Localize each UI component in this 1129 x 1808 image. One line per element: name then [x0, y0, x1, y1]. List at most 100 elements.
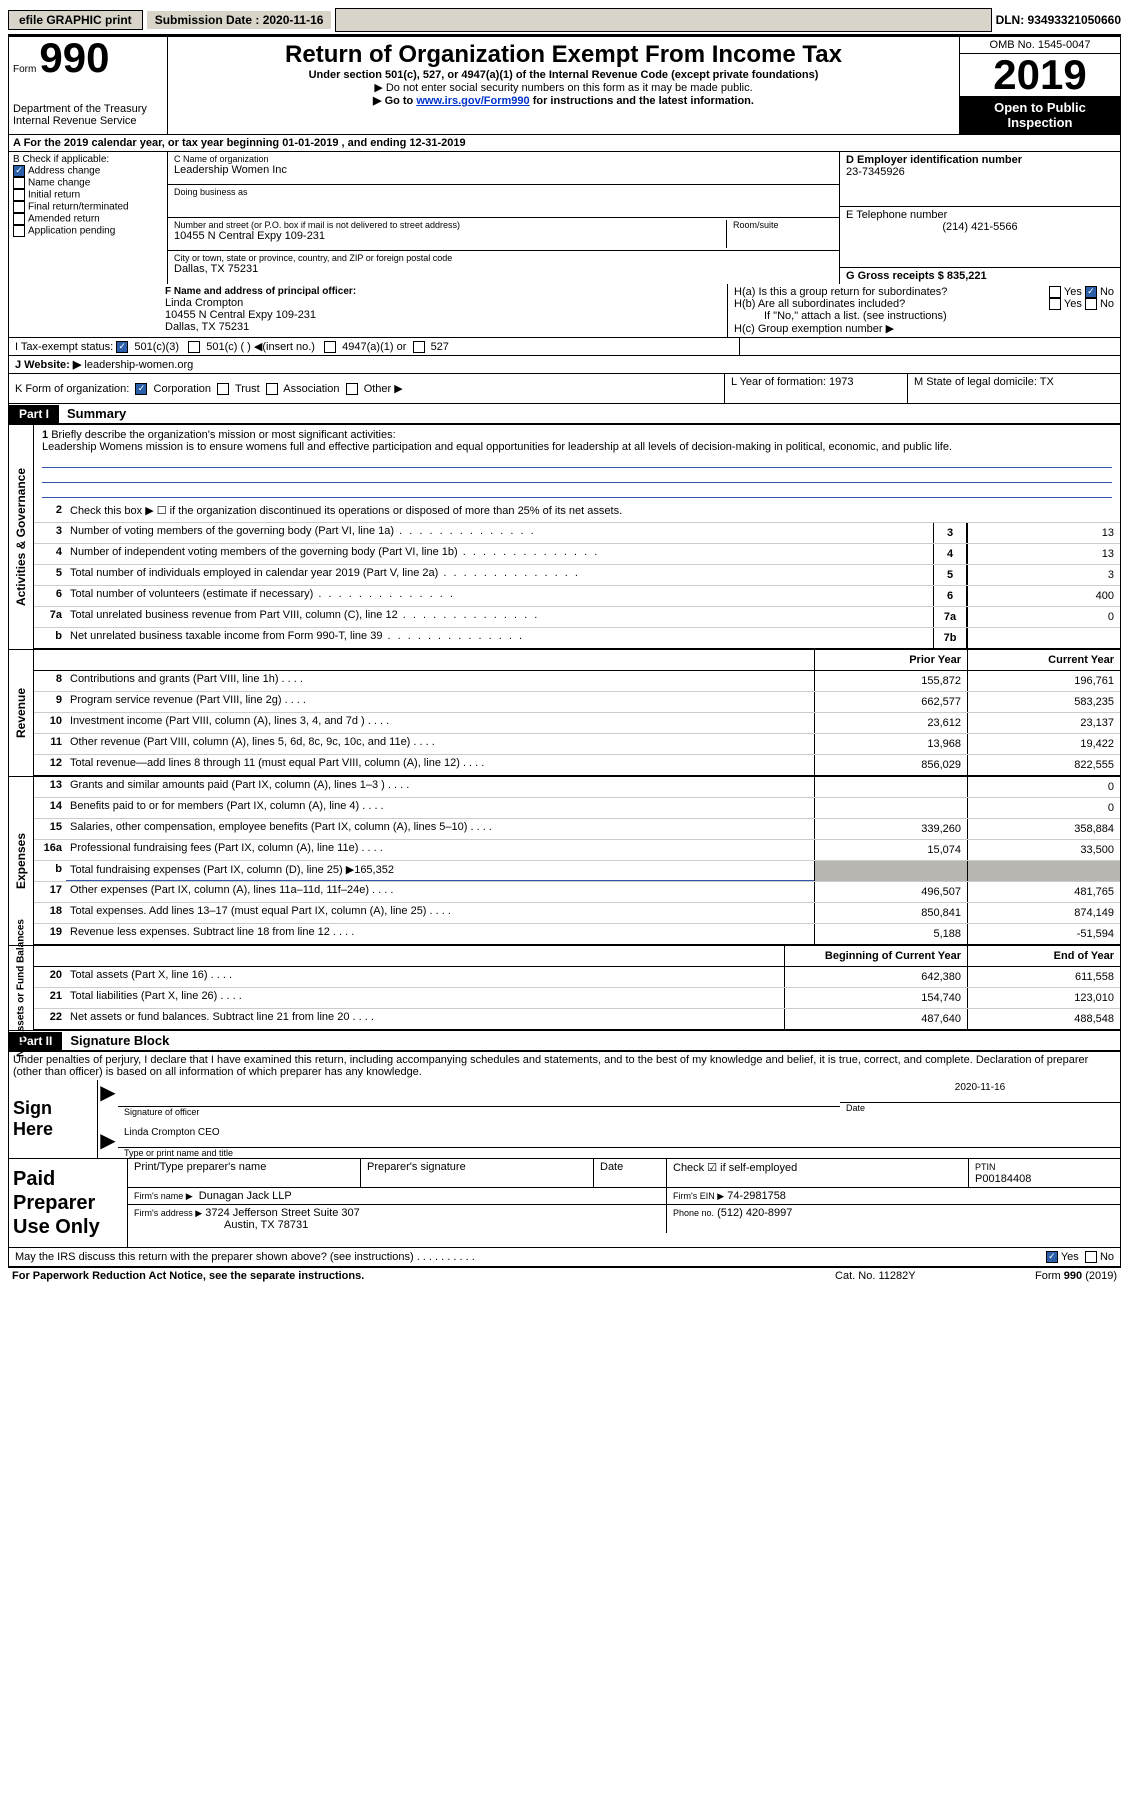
checkbox[interactable]: [13, 201, 25, 213]
prior-year-value: [814, 777, 967, 797]
part-2-header: Part II Signature Block: [8, 1031, 1121, 1052]
current-year-value: 874,149: [967, 903, 1120, 923]
summary-line: 3 Number of voting members of the govern…: [34, 523, 1120, 544]
checkbox[interactable]: ✓: [13, 165, 25, 177]
header-left: Form 990 Department of the Treasury Inte…: [9, 37, 168, 134]
prior-year-value: 496,507: [814, 882, 967, 902]
line-value: 400: [967, 586, 1120, 606]
line-desc: Salaries, other compensation, employee b…: [66, 819, 814, 839]
line-num: 12: [34, 755, 66, 775]
line-box: 3: [933, 523, 967, 543]
summary-line: 19 Revenue less expenses. Subtract line …: [34, 924, 1120, 945]
line-desc: Total expenses. Add lines 13–17 (must eq…: [66, 903, 814, 923]
firm-name-label: Firm's name ▶: [134, 1191, 193, 1201]
firm-addr-label: Firm's address ▶: [134, 1208, 202, 1218]
mission-statement: Leadership Womens mission is to ensure w…: [42, 441, 952, 453]
opt-corp: Corporation: [154, 383, 211, 395]
4947-checkbox[interactable]: [324, 341, 336, 353]
summary-line: b Net unrelated business taxable income …: [34, 628, 1120, 649]
efile-print-button[interactable]: efile GRAPHIC print: [8, 10, 143, 30]
line-value: 13: [967, 544, 1120, 564]
website-value: leadership-women.org: [84, 359, 193, 371]
line-num: 10: [34, 713, 66, 733]
vtab-activities: Activities & Governance: [9, 425, 34, 649]
h-c-label: H(c) Group exemption number ▶: [734, 322, 1114, 335]
line-desc: Contributions and grants (Part VIII, lin…: [66, 671, 814, 691]
discuss-no-checkbox[interactable]: [1085, 1251, 1097, 1263]
prior-year-value: 662,577: [814, 692, 967, 712]
summary-line: 15 Salaries, other compensation, employe…: [34, 819, 1120, 840]
ha-no: No: [1100, 286, 1114, 298]
row-k: K Form of organization: ✓ Corporation Tr…: [9, 374, 725, 403]
section-b-through-g: B Check if applicable: ✓Address changeNa…: [8, 152, 1121, 284]
box-h: H(a) Is this a group return for subordin…: [728, 284, 1120, 337]
line-value: 0: [967, 607, 1120, 627]
ptin-value: P00184408: [975, 1173, 1031, 1185]
line-desc: Number of voting members of the governin…: [66, 523, 933, 543]
note2-pre: ▶ Go to: [373, 95, 416, 107]
room-label: Room/suite: [733, 220, 833, 230]
sign-arrow: ▶▶: [98, 1080, 118, 1158]
line-desc: Total number of volunteers (estimate if …: [66, 586, 933, 606]
sig-date-value: 2020-11-16: [840, 1080, 1120, 1103]
current-year-value: 822,555: [967, 755, 1120, 775]
current-year-value: 0: [967, 777, 1120, 797]
527-checkbox[interactable]: [413, 341, 425, 353]
ha-no-checkbox[interactable]: ✓: [1085, 286, 1097, 298]
checkbox[interactable]: [13, 225, 25, 237]
cat-no: Cat. No. 11282Y: [835, 1270, 1035, 1282]
corp-checkbox[interactable]: ✓: [135, 383, 147, 395]
current-year-value: 481,765: [967, 882, 1120, 902]
row-l: L Year of formation: 1973: [725, 374, 908, 403]
row-m: M State of legal domicile: TX: [908, 374, 1120, 403]
current-year-value: 19,422: [967, 734, 1120, 754]
form990-link[interactable]: www.irs.gov/Form990: [416, 95, 529, 107]
line-num: 17: [34, 882, 66, 902]
current-year-value: 358,884: [967, 819, 1120, 839]
summary-line: 9 Program service revenue (Part VIII, li…: [34, 692, 1120, 713]
toolbar-spacer: [335, 8, 991, 32]
hb-no-checkbox[interactable]: [1085, 298, 1097, 310]
line-desc: Net unrelated business taxable income fr…: [66, 628, 933, 648]
line-num: 18: [34, 903, 66, 923]
irs-label: Internal Revenue Service: [13, 115, 163, 127]
box-b-item-label: Application pending: [28, 226, 115, 237]
note-2: ▶ Go to www.irs.gov/Form990 for instruct…: [172, 94, 955, 107]
prior-year-value: 15,074: [814, 840, 967, 860]
line-value: [967, 628, 1120, 648]
assoc-checkbox[interactable]: [266, 383, 278, 395]
501c3-checkbox[interactable]: ✓: [116, 341, 128, 353]
line-num: b: [34, 861, 66, 881]
trust-checkbox[interactable]: [217, 383, 229, 395]
ha-yes-checkbox[interactable]: [1049, 286, 1061, 298]
line-desc: Total revenue—add lines 8 through 11 (mu…: [66, 755, 814, 775]
org-name-label: C Name of organization: [174, 154, 833, 164]
net-assets-section: Net Assets or Fund Balances Beginning of…: [8, 946, 1121, 1031]
prior-year-value: 13,968: [814, 734, 967, 754]
checkbox[interactable]: [13, 213, 25, 225]
addr-label: Number and street (or P.O. box if mail i…: [174, 220, 726, 230]
summary-line: 20 Total assets (Part X, line 16) . . . …: [34, 967, 1120, 988]
line-desc: Total fundraising expenses (Part IX, col…: [66, 861, 814, 881]
current-year-value: 0: [967, 798, 1120, 818]
checkbox[interactable]: [13, 177, 25, 189]
summary-line: 11 Other revenue (Part VIII, column (A),…: [34, 734, 1120, 755]
sig-date-label: Date: [840, 1103, 1120, 1113]
summary-line: 10 Investment income (Part VIII, column …: [34, 713, 1120, 734]
open-to-public: Open to Public Inspection: [960, 96, 1120, 134]
line-num: 13: [34, 777, 66, 797]
501c-checkbox[interactable]: [188, 341, 200, 353]
line-num: 3: [34, 523, 66, 543]
hb-yes-checkbox[interactable]: [1049, 298, 1061, 310]
city-state-zip: Dallas, TX 75231: [174, 263, 833, 275]
officer-name: Linda Crompton: [165, 297, 721, 309]
officer-name-title: Linda Crompton CEO: [118, 1125, 1120, 1148]
officer-addr1: 10455 N Central Expy 109-231: [165, 309, 721, 321]
line-desc: Other revenue (Part VIII, column (A), li…: [66, 734, 814, 754]
discuss-yes-checkbox[interactable]: ✓: [1046, 1251, 1058, 1263]
current-year-value: -51,594: [967, 924, 1120, 944]
box-b-item: Initial return: [13, 189, 163, 201]
other-checkbox[interactable]: [346, 383, 358, 395]
prep-date-label: Date: [594, 1159, 667, 1188]
checkbox[interactable]: [13, 189, 25, 201]
